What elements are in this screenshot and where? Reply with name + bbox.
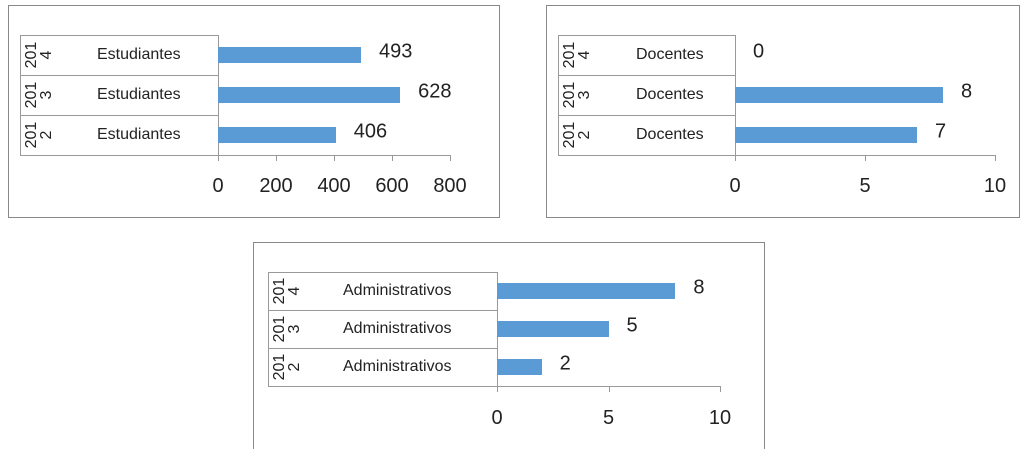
row-line <box>268 348 497 349</box>
category-label: Administrativos <box>343 282 452 299</box>
bar <box>735 127 917 143</box>
data-label: 7 <box>935 120 947 143</box>
row-line <box>268 272 497 273</box>
bar <box>218 87 401 103</box>
x-tick-label: 200 <box>259 175 293 197</box>
data-label: 0 <box>753 40 765 63</box>
chart-frame <box>546 5 1020 218</box>
row-line <box>268 310 497 311</box>
data-label: 406 <box>353 120 388 143</box>
category-label: Estudiantes <box>97 46 181 63</box>
row-line <box>20 75 218 76</box>
year-label: 2013 <box>23 81 55 109</box>
row-line <box>558 155 735 156</box>
tick-mark <box>392 155 393 161</box>
bar <box>497 321 609 337</box>
year-label: 2012 <box>561 121 593 149</box>
data-label: 2 <box>559 352 571 375</box>
row-line <box>558 115 735 116</box>
category-label: Estudiantes <box>97 126 181 143</box>
data-label: 493 <box>378 40 413 63</box>
data-label: 8 <box>961 80 973 103</box>
label-border <box>268 272 269 386</box>
data-label: 8 <box>693 276 705 299</box>
row-line <box>20 115 218 116</box>
label-border <box>20 35 21 155</box>
category-label: Administrativos <box>343 320 452 337</box>
chart-frame <box>253 242 765 449</box>
tick-mark <box>995 155 996 161</box>
tick-mark <box>450 155 451 161</box>
data-label: 628 <box>418 80 452 103</box>
x-tick-label: 800 <box>433 175 467 197</box>
chart-frame <box>8 5 500 218</box>
category-label: Docentes <box>636 126 704 143</box>
row-line <box>20 155 218 156</box>
x-tick-label: 5 <box>859 175 871 197</box>
data-label: 5 <box>626 314 638 337</box>
year-label: 2014 <box>23 41 55 69</box>
category-label: Administrativos <box>343 358 452 375</box>
year-label: 2014 <box>271 277 303 305</box>
year-label: 2013 <box>271 315 303 343</box>
tick-mark <box>865 155 866 161</box>
x-tick-label: 0 <box>491 407 503 429</box>
tick-mark <box>608 386 610 392</box>
category-label: Estudiantes <box>97 86 181 103</box>
x-tick-label: 600 <box>375 175 409 197</box>
x-tick-label: 5 <box>602 407 615 429</box>
bar <box>735 87 943 103</box>
tick-mark <box>735 155 736 161</box>
x-tick-label: 10 <box>708 407 732 429</box>
x-tick-label: 10 <box>983 175 1007 197</box>
bar <box>497 359 542 375</box>
bar <box>218 127 336 143</box>
year-label: 2014 <box>561 41 593 69</box>
bar <box>218 47 361 63</box>
tick-mark <box>497 386 498 392</box>
year-label: 2012 <box>23 121 55 149</box>
tick-mark <box>720 386 721 392</box>
row-line <box>268 386 497 387</box>
tick-mark <box>334 155 335 161</box>
bar <box>497 283 676 299</box>
category-label: Docentes <box>636 86 704 103</box>
tick-mark <box>276 155 277 161</box>
row-line <box>558 75 735 76</box>
category-label: Docentes <box>636 46 704 63</box>
year-label: 2013 <box>561 81 593 109</box>
x-tick-label: 0 <box>212 175 224 197</box>
row-line <box>20 35 218 36</box>
label-border <box>558 35 559 155</box>
year-label: 2012 <box>271 353 303 381</box>
row-line <box>558 35 735 36</box>
x-tick-label: 0 <box>729 175 741 197</box>
x-tick-label: 400 <box>317 175 351 197</box>
tick-mark <box>218 155 219 161</box>
